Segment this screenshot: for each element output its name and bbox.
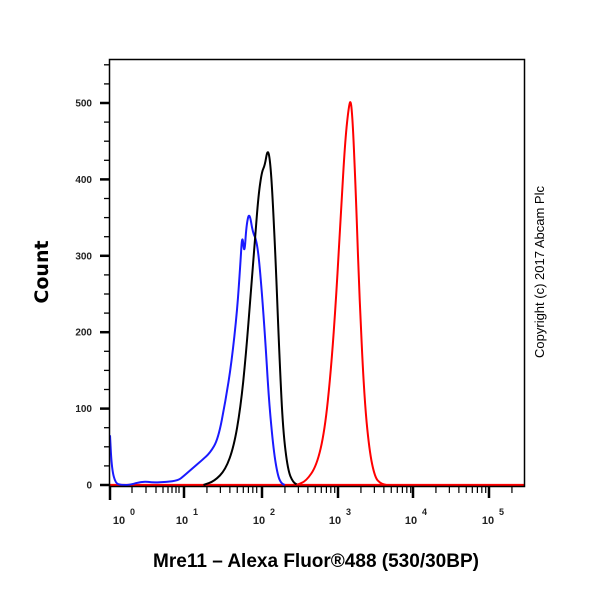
- x-tick-label: 10 2: [253, 507, 275, 527]
- svg-text:4: 4: [422, 507, 427, 517]
- svg-text:10: 10: [482, 515, 494, 527]
- y-tick-label: 200: [75, 328, 92, 339]
- svg-text:3: 3: [346, 507, 351, 517]
- svg-text:1: 1: [193, 507, 198, 517]
- red-histogram-curve: [296, 101, 387, 486]
- y-axis-label: Count: [31, 240, 53, 303]
- svg-text:2: 2: [270, 507, 275, 517]
- y-tick-label: 500: [75, 99, 92, 110]
- x-axis: 10 0 10 1 10 2 10 3 10 4 10 5: [108, 487, 513, 527]
- x-tick-label: 10 5: [482, 507, 504, 527]
- y-axis: 0 100 200 300 400 500: [75, 64, 110, 492]
- x-tick-label: 10 4: [405, 507, 427, 527]
- y-tick-label: 300: [75, 251, 92, 262]
- y-tick-label: 400: [75, 175, 92, 186]
- svg-text:10: 10: [113, 515, 125, 527]
- plot-frame: [108, 58, 526, 488]
- svg-text:0: 0: [130, 507, 135, 517]
- x-tick-label: 10 3: [329, 507, 351, 527]
- y-tick-label: 0: [86, 481, 92, 492]
- histogram-curves: [109, 101, 524, 487]
- copyright-notice: Copyright (c) 2017 Abcam Plc: [532, 186, 547, 358]
- svg-text:10: 10: [253, 515, 265, 527]
- y-tick-label: 100: [75, 404, 92, 415]
- x-axis-label: Mre11 – Alexa Fluor®488 (530/30BP): [153, 551, 479, 572]
- svg-text:10: 10: [405, 515, 417, 527]
- svg-text:5: 5: [499, 507, 504, 517]
- svg-text:10: 10: [176, 515, 188, 527]
- blue-histogram-curve: [109, 214, 286, 486]
- x-tick-label: 10 0: [113, 507, 135, 527]
- black-histogram-curve: [203, 151, 300, 486]
- x-tick-label: 10 1: [176, 507, 198, 527]
- svg-text:10: 10: [329, 515, 341, 527]
